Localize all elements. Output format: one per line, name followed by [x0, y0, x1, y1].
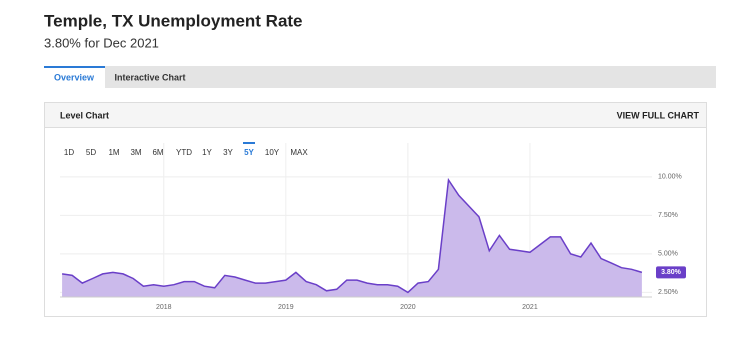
area: [62, 180, 642, 297]
range-active-marker: [243, 142, 255, 144]
x-tick-label: 2019: [278, 304, 294, 311]
tab-active-bg: [44, 66, 105, 88]
range-button[interactable]: YTD: [176, 148, 192, 157]
x-tick-label: 2021: [522, 304, 538, 311]
x-tick-label: 2020: [400, 304, 416, 311]
panel-title: Level Chart: [60, 110, 109, 120]
panel-link[interactable]: VIEW FULL CHART: [617, 110, 700, 120]
tab[interactable]: Overview: [54, 72, 95, 82]
range-button[interactable]: 5Y: [244, 148, 254, 157]
tab-bar: [44, 66, 716, 88]
y-tick-label: 7.50%: [658, 212, 678, 219]
line: [61, 177, 643, 294]
range-button[interactable]: 1Y: [202, 148, 212, 157]
y-tick-label: 2.50%: [658, 289, 678, 296]
range-button[interactable]: 3M: [130, 148, 141, 157]
current-value-badge: [656, 266, 686, 279]
page-subtitle: 3.80% for Dec 2021: [44, 35, 159, 50]
y-tick-label: 10.00%: [658, 174, 682, 181]
range-button[interactable]: 10Y: [265, 148, 280, 157]
page-title: Temple, TX Unemployment Rate: [44, 11, 303, 30]
x-tick-label: 2018: [156, 304, 172, 311]
range-button[interactable]: 1D: [64, 148, 74, 157]
tab[interactable]: Interactive Chart: [114, 72, 185, 82]
range-button[interactable]: 1M: [108, 148, 119, 157]
range-button[interactable]: MAX: [290, 148, 308, 157]
range-button[interactable]: 6M: [152, 148, 163, 157]
range-button[interactable]: 5D: [86, 148, 96, 157]
chart: 1D 5D 1M 3M 6M YTD 1Y 3Y 5Y 10Y MAX 2.50% 5.00% 7.50%…: [60, 142, 686, 311]
panel-header: [45, 103, 706, 127]
current-value-label: 3.80%: [661, 269, 682, 276]
range-button[interactable]: 3Y: [223, 148, 233, 157]
tab-active-border: [44, 66, 105, 68]
y-tick-label: 5.00%: [658, 251, 678, 258]
